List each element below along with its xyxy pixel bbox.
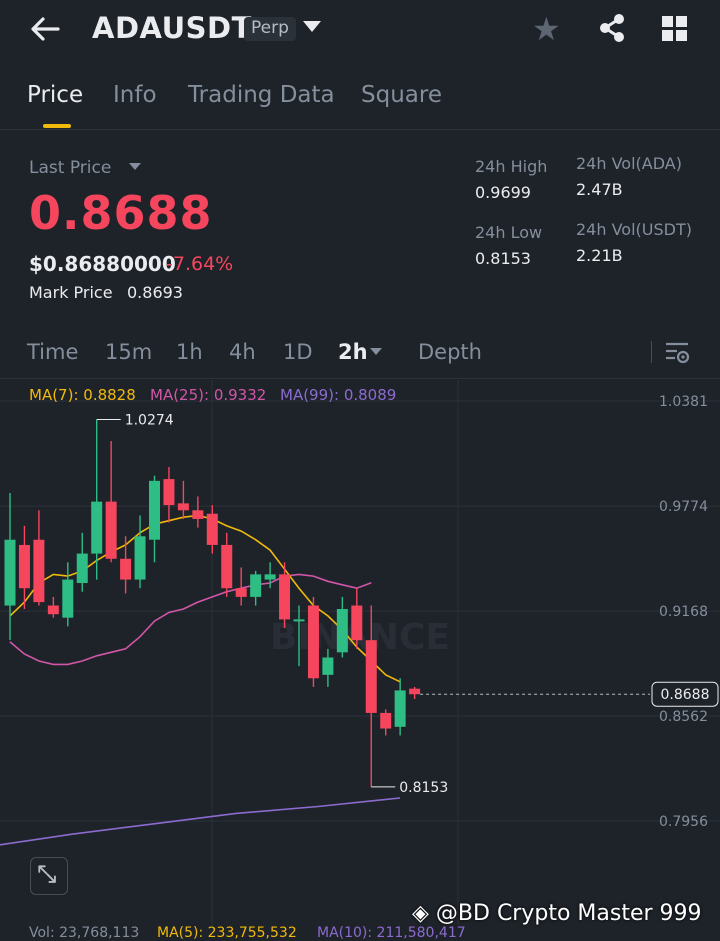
candle-body (163, 479, 175, 506)
mark-price-value: 0.8693 (127, 283, 183, 302)
low-marker-label: 0.8153 (399, 780, 448, 796)
candle-body (235, 588, 247, 597)
candle-body (120, 558, 132, 580)
candle-body (177, 503, 189, 511)
low-24h-label: 24h Low (475, 223, 543, 242)
candles[interactable] (4, 419, 421, 787)
vol-usdt-value: 2.21B (576, 246, 623, 265)
candle-body (206, 513, 218, 545)
candle-body (250, 574, 262, 597)
change-percent: -7.64% (166, 253, 234, 275)
candle-body (134, 536, 146, 580)
contract-type-badge: Perp (244, 17, 296, 41)
tab-trading-data[interactable]: Trading Data (188, 82, 335, 108)
y-axis-tick-label: 0.8562 (659, 709, 708, 725)
interval-depth[interactable]: Depth (418, 340, 482, 364)
divider (651, 341, 652, 363)
usd-price: $0.86880000 (29, 252, 176, 276)
vol-ada-label: 24h Vol(ADA) (576, 154, 682, 173)
volume-ma10-legend: MA(10): 211,580,417 (317, 925, 466, 941)
divider (0, 129, 720, 130)
ma7-line (9, 514, 401, 683)
y-axis-tick-label: 0.9774 (659, 499, 708, 515)
volume-legend: Vol: 23,768,113 (29, 925, 140, 941)
y-axis-tick-label: 0.9168 (659, 604, 708, 620)
symbol-title[interactable]: ADAUSDT (92, 11, 252, 45)
divider (0, 378, 720, 379)
interval-time[interactable]: Time (27, 340, 79, 364)
candle-body (192, 510, 204, 519)
candle-body (351, 605, 363, 641)
candle-body (18, 544, 30, 589)
candle-body (365, 640, 377, 713)
share-icon[interactable] (597, 13, 627, 43)
top-bar: ADAUSDT Perp ★ (0, 0, 720, 60)
last-price-label[interactable]: Last Price (29, 158, 112, 178)
high-low-markers: 1.0274 0.8153 (96, 413, 448, 796)
candle-body (91, 501, 103, 554)
volume-ma5-legend: MA(5): 233,755,532 (157, 925, 297, 941)
price-axis: 1.0381 0.9774 0.9168 0.8562 0.7956 (659, 394, 708, 830)
fullscreen-button[interactable] (30, 857, 68, 895)
interval-1d[interactable]: 1D (283, 340, 313, 364)
candle-body (221, 544, 233, 589)
high-marker-label: 1.0274 (125, 413, 174, 429)
ma25-line (9, 573, 372, 666)
favorite-star-icon[interactable]: ★ (532, 10, 561, 48)
vol-ada-value: 2.47B (576, 180, 623, 199)
candle-body (322, 657, 334, 675)
interval-15m[interactable]: 15m (105, 340, 153, 364)
tab-price[interactable]: Price (27, 82, 84, 108)
last-price-dropdown-icon[interactable] (129, 163, 141, 170)
interval-dropdown-icon[interactable] (370, 348, 382, 355)
ma25-legend: MA(25): 0.9332 (150, 386, 267, 404)
candle-body (33, 539, 45, 603)
current-price-label: 0.8688 (661, 687, 710, 703)
candle-body (62, 579, 74, 618)
candle-body (307, 605, 319, 679)
active-tab-indicator (43, 124, 71, 128)
candle-body (380, 712, 392, 729)
interval-1h[interactable]: 1h (176, 340, 203, 364)
current-price-line: 0.8688 (420, 681, 719, 707)
ma99-line (0, 797, 401, 846)
grid-menu-icon[interactable] (662, 16, 688, 42)
ma7-legend: MA(7): 0.8828 (29, 386, 136, 404)
last-price: 0.8688 (29, 186, 213, 240)
y-axis-tick-label: 1.0381 (659, 394, 708, 410)
chart-settings-icon[interactable] (664, 341, 690, 365)
candle-body (409, 688, 421, 695)
current-price-tag (651, 681, 719, 707)
candle-body (336, 609, 348, 653)
candle-body (264, 574, 276, 580)
candle-body (149, 480, 160, 540)
mark-price-label: Mark Price (29, 283, 113, 302)
candle-body (394, 690, 406, 727)
source-watermark: ◈ @BD Crypto Master 999 (412, 901, 702, 926)
high-24h-label: 24h High (475, 157, 548, 176)
high-24h-value: 0.9699 (475, 183, 531, 202)
back-arrow-icon[interactable] (28, 12, 62, 46)
expand-icon (38, 865, 56, 883)
candle-body (76, 553, 88, 584)
interval-2h[interactable]: 2h (338, 340, 368, 364)
interval-4h[interactable]: 4h (229, 340, 256, 364)
candle-body (47, 605, 59, 615)
tab-info[interactable]: Info (113, 82, 157, 108)
low-24h-value: 0.8153 (475, 249, 531, 268)
moving-average-lines (0, 514, 401, 846)
y-axis-tick-label: 0.7956 (659, 814, 708, 830)
candle-body (293, 619, 305, 622)
candle-body (279, 574, 291, 620)
candle-body (4, 539, 16, 606)
symbol-dropdown-icon[interactable] (303, 21, 321, 32)
tab-square[interactable]: Square (361, 82, 442, 108)
candle-body (105, 501, 117, 559)
vol-usdt-label: 24h Vol(USDT) (576, 220, 692, 239)
ma99-legend: MA(99): 0.8089 (280, 386, 397, 404)
